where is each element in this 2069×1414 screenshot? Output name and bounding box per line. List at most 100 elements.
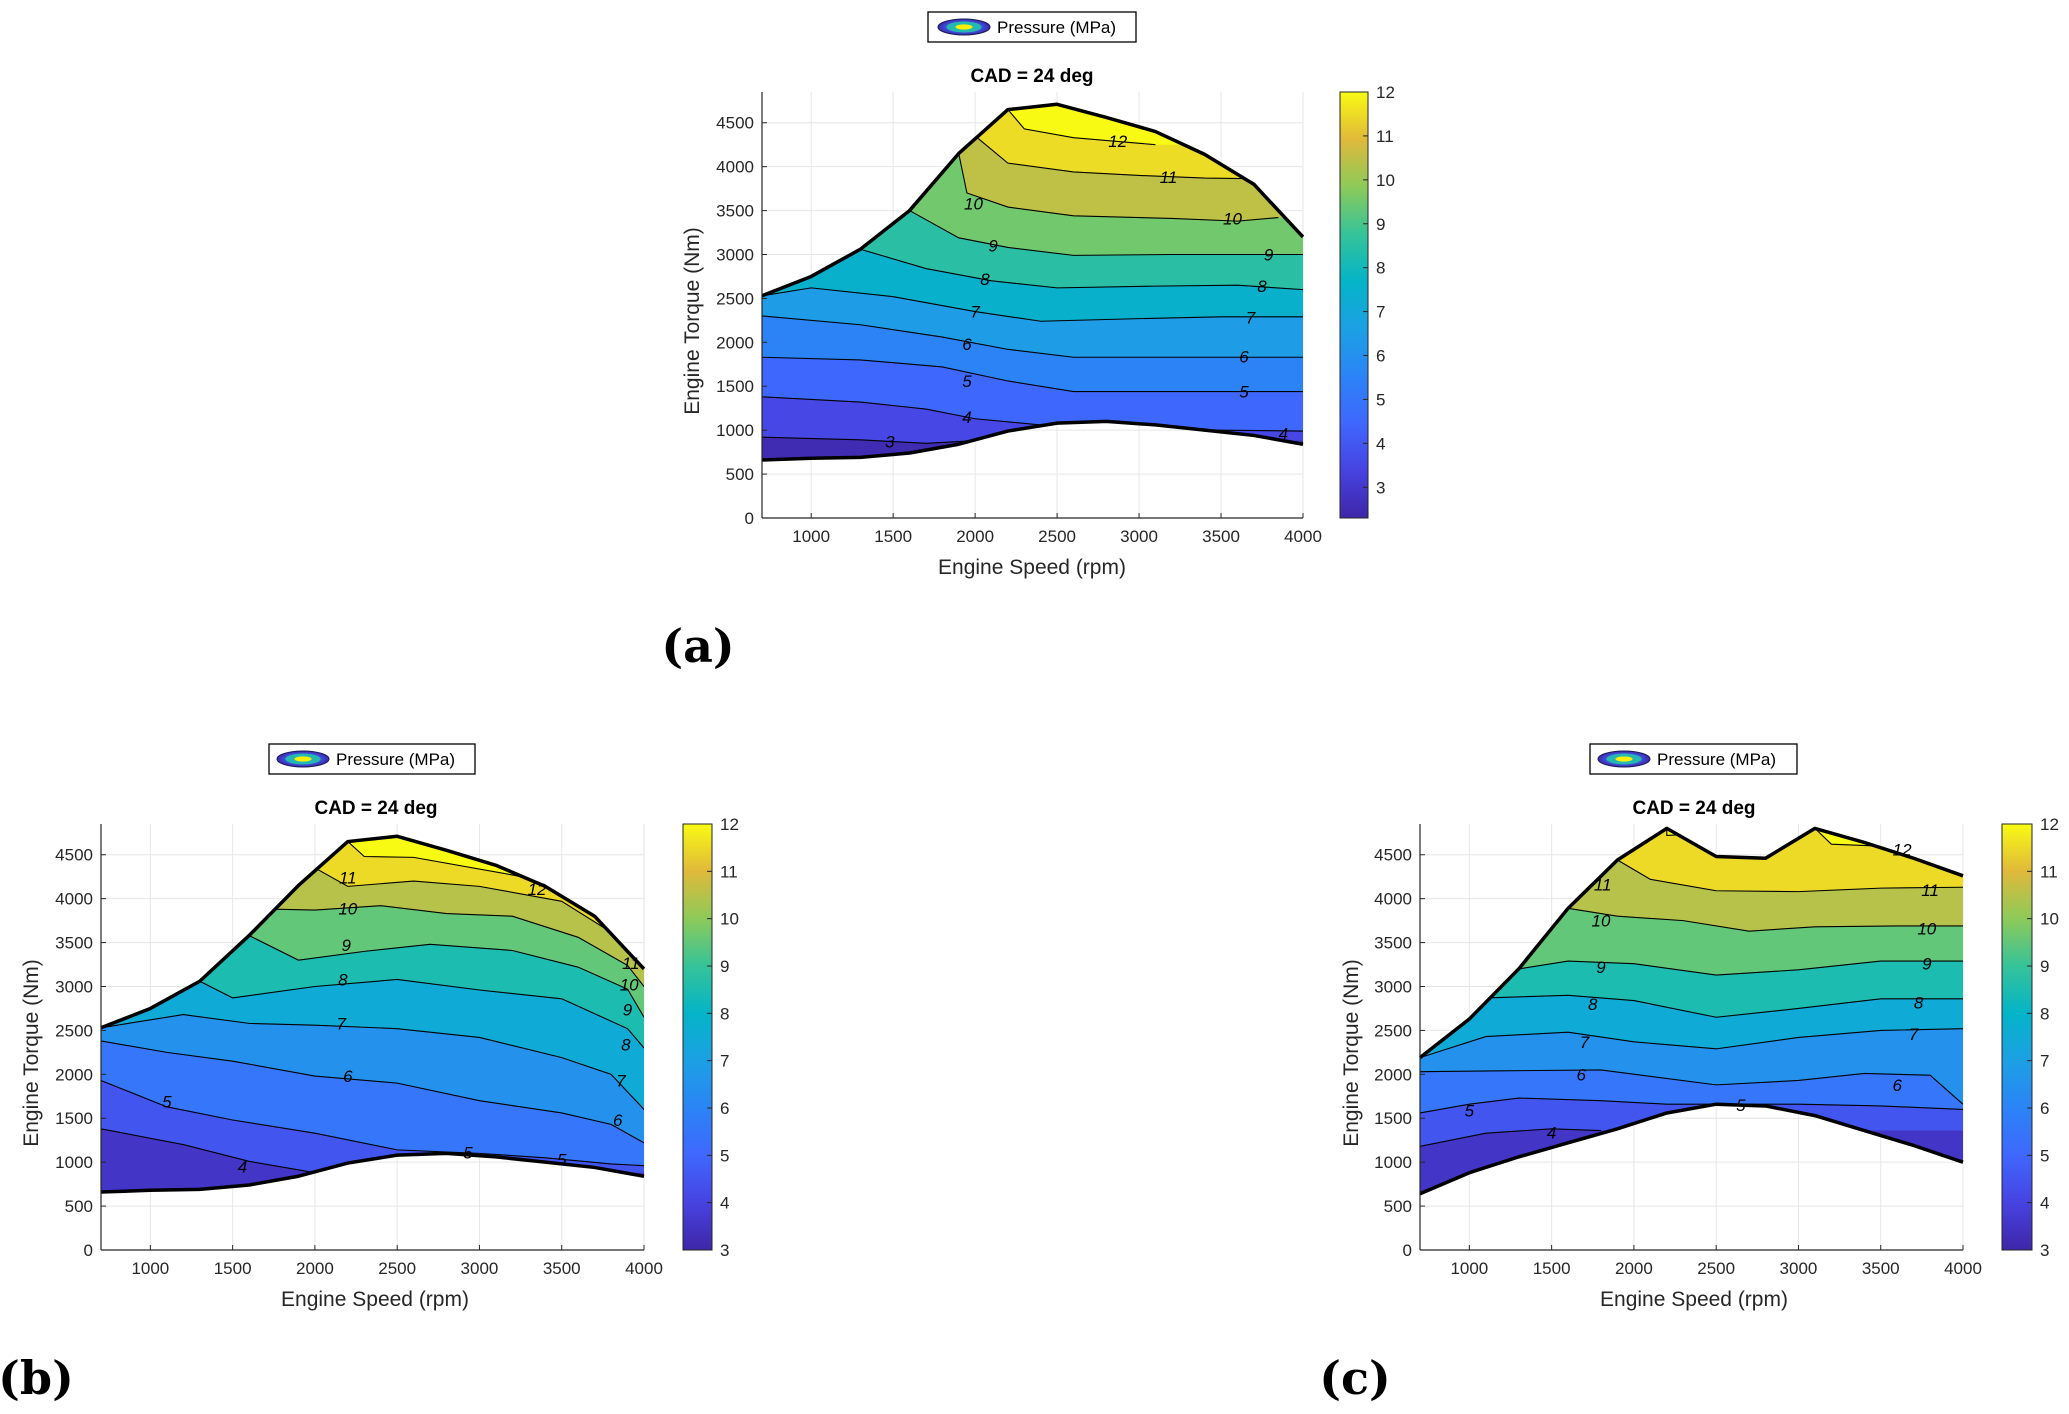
colorbar-tick-label: 9	[2040, 957, 2049, 976]
y-tick-label: 2000	[55, 1065, 93, 1084]
chart-title: CAD = 24 deg	[970, 66, 1093, 87]
y-axis-label: Engine Torque (Nm)	[1340, 959, 1363, 1147]
y-tick-label: 2500	[716, 289, 754, 308]
contour-line-5	[1420, 1097, 1963, 1114]
y-tick-label: 1500	[1374, 1109, 1412, 1128]
y-tick-label: 3500	[1374, 934, 1412, 953]
colorbar-tick-label: 8	[2040, 1004, 2049, 1023]
x-tick-label: 2000	[296, 1259, 334, 1278]
contour-label: 6	[613, 1111, 623, 1130]
x-tick-label: 2500	[1697, 1259, 1735, 1278]
contour-label: 4	[1279, 425, 1288, 444]
y-tick-label: 4000	[55, 890, 93, 909]
contour-label: 5	[1736, 1096, 1746, 1115]
contour-label: 11	[1921, 881, 1939, 900]
contour-line-11	[1617, 859, 1963, 893]
contour-label: 8	[1588, 995, 1598, 1014]
contour-line-4	[1420, 1128, 1602, 1147]
y-tick-label: 500	[1384, 1197, 1412, 1216]
colorbar-tick-label: 9	[1376, 215, 1385, 234]
contour-label: 5	[962, 372, 972, 391]
legend-box: Pressure (MPa)	[268, 743, 476, 775]
panel-label-a: (a)	[661, 619, 734, 673]
legend-label: Pressure (MPa)	[336, 750, 455, 769]
y-tick-label: 1000	[716, 421, 754, 440]
contour-line-10	[273, 905, 644, 987]
contour-label: 8	[338, 970, 348, 989]
legend-box: Pressure (MPa)	[927, 11, 1137, 43]
y-tick-label: 0	[84, 1241, 93, 1260]
colorbar-tick-label: 11	[1376, 127, 1394, 146]
legend-box: Pressure (MPa)	[1589, 743, 1798, 775]
contour-label: 6	[962, 335, 972, 354]
x-tick-label: 1000	[1450, 1259, 1488, 1278]
contour-label: 5	[1465, 1101, 1475, 1120]
colorbar-tick-label: 10	[2040, 910, 2059, 929]
colorbar-tick-label: 6	[720, 1099, 729, 1118]
contour-lines	[1420, 828, 1963, 1147]
contour-label: 10	[964, 195, 983, 214]
y-tick-label: 2500	[55, 1021, 93, 1040]
contour-label: 9	[1596, 958, 1606, 977]
x-tick-label: 4000	[1284, 527, 1322, 546]
colorbar-tick-label: 7	[2040, 1052, 2049, 1071]
contour-line-12	[1007, 109, 1156, 146]
y-tick-label: 2500	[1374, 1021, 1412, 1040]
contour-label: 9	[988, 237, 998, 256]
colorbar-tick-label: 3	[1376, 478, 1385, 497]
colorbar-tick-label: 10	[720, 910, 739, 929]
plot-area: 4 5 5 6 6 7 7 8 8 9 9 10 10 11 11 12 1000 1500 2000 2500 300…	[1374, 815, 2059, 1278]
x-tick-label: 1500	[874, 527, 912, 546]
contour-label: 7	[616, 1071, 626, 1090]
y-tick-label: 4500	[716, 114, 754, 133]
x-tick-label: 1500	[1533, 1259, 1571, 1278]
x-axis-label: Engine Speed (rpm)	[938, 556, 1126, 579]
y-tick-label: 2000	[1374, 1065, 1412, 1084]
x-tick-label: 3500	[1202, 527, 1240, 546]
x-tick-label: 1500	[214, 1259, 252, 1278]
y-tick-label: 500	[726, 465, 754, 484]
contour-label: 10	[620, 976, 639, 995]
colorbar-tick-label: 3	[2040, 1241, 2049, 1260]
contour-line-6	[1420, 1069, 1963, 1105]
colorbar-tick-label: 12	[720, 815, 739, 834]
contour-label: 9	[623, 1000, 633, 1019]
x-tick-label: 3000	[461, 1259, 499, 1278]
y-tick-label: 1000	[55, 1153, 93, 1172]
contour-line-5	[101, 1079, 644, 1167]
x-tick-label: 2000	[956, 527, 994, 546]
colorbar-tick-label: 3	[720, 1241, 729, 1260]
contour-label: 7	[970, 303, 980, 322]
colorbar-tick-label: 5	[2040, 1146, 2049, 1165]
colorbar-tick-label: 4	[1376, 434, 1385, 453]
contour-label: 4	[1547, 1123, 1556, 1142]
y-tick-label: 3000	[716, 245, 754, 264]
contour-line-8	[199, 978, 644, 1049]
lower-boundary-line	[761, 419, 1304, 462]
contour-line-9	[909, 210, 1303, 256]
colorbar-gradient	[2001, 823, 2033, 1251]
contour-line-8	[1485, 994, 1963, 1018]
contour-lines	[762, 109, 1303, 444]
contour-label: 9	[1922, 955, 1932, 974]
upper-boundary-line	[1418, 826, 1964, 1060]
colorbar-tick-label: 6	[2040, 1099, 2049, 1118]
contour-label: 5	[1239, 383, 1249, 402]
contour-label: 8	[980, 270, 990, 289]
contour-label: 3	[885, 433, 895, 452]
y-tick-label: 2000	[716, 333, 754, 352]
colorbar-tick-label: 4	[720, 1194, 729, 1213]
x-tick-label: 1000	[131, 1259, 169, 1278]
y-tick-label: 4000	[716, 158, 754, 177]
y-axis-label: Engine Torque (Nm)	[20, 959, 43, 1147]
colorbar-tick-label: 6	[1376, 347, 1385, 366]
contour-line-11	[974, 135, 1271, 180]
contour-line-8	[860, 248, 1303, 291]
y-tick-label: 1500	[55, 1109, 93, 1128]
y-tick-label: 4000	[1374, 890, 1412, 909]
x-tick-label: 1000	[792, 527, 830, 546]
contour-line-5	[762, 356, 1303, 393]
